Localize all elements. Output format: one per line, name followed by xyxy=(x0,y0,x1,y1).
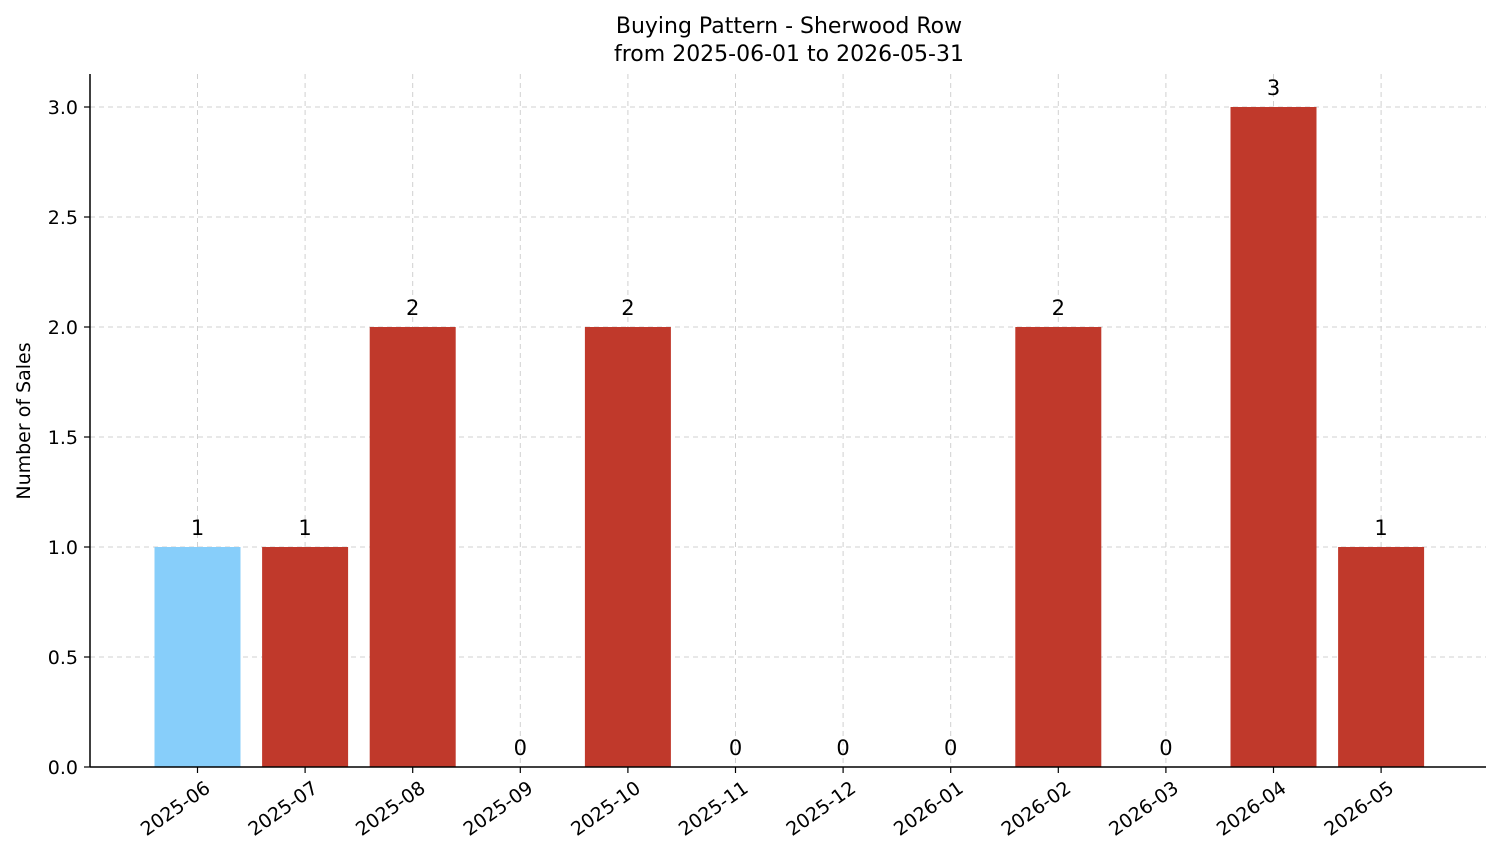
data-label-2026-01: 0 xyxy=(944,736,957,760)
y-tick-label: 1.5 xyxy=(48,427,78,449)
data-labels: 1 1 2 0 2 0 0 0 2 0 3 1 xyxy=(191,76,1388,760)
data-label-2025-10: 2 xyxy=(621,296,634,320)
data-label-2025-06: 1 xyxy=(191,516,204,540)
y-tick-label: 3.0 xyxy=(48,97,78,119)
x-tick-label: 2026-05 xyxy=(1320,777,1398,841)
chart-title: Buying Pattern - Sherwood Row xyxy=(616,14,962,39)
bar-2026-02 xyxy=(1015,327,1102,767)
data-label-2026-02: 2 xyxy=(1052,296,1065,320)
y-tick-label: 2.5 xyxy=(48,207,78,229)
x-tick-label: 2025-11 xyxy=(675,777,753,841)
data-label-2026-05: 1 xyxy=(1374,516,1387,540)
bar-2026-04 xyxy=(1230,107,1317,767)
x-tick-label: 2025-06 xyxy=(137,777,215,841)
y-tick-label: 1.0 xyxy=(48,537,78,559)
y-axis-label: Number of Sales xyxy=(13,342,35,499)
x-tick-label: 2025-12 xyxy=(782,777,860,841)
x-tick-label: 2026-03 xyxy=(1105,777,1183,841)
x-tick-label: 2026-01 xyxy=(890,777,968,841)
data-label-2025-08: 2 xyxy=(406,296,419,320)
bar-2025-08 xyxy=(369,327,456,767)
y-tick-label: 0.0 xyxy=(48,757,78,779)
data-label-2026-04: 3 xyxy=(1267,76,1280,100)
data-label-2025-07: 1 xyxy=(298,516,311,540)
x-tick-label: 2026-02 xyxy=(998,777,1076,841)
data-label-2025-12: 0 xyxy=(836,736,849,760)
chart-subtitle: from 2025-06-01 to 2026-05-31 xyxy=(614,42,964,67)
bars xyxy=(154,107,1425,767)
data-label-2025-09: 0 xyxy=(514,736,527,760)
x-tick-label: 2026-04 xyxy=(1213,777,1291,841)
y-tick-label: 2.0 xyxy=(48,317,78,339)
data-label-2026-03: 0 xyxy=(1159,736,1172,760)
data-label-2025-11: 0 xyxy=(729,736,742,760)
bar-2025-06 xyxy=(154,547,241,767)
bar-2025-10 xyxy=(584,327,671,767)
bar-2025-07 xyxy=(262,547,349,767)
bar-2026-05 xyxy=(1338,547,1425,767)
x-tick-label: 2025-09 xyxy=(460,777,538,841)
y-tick-label: 0.5 xyxy=(48,647,78,669)
x-tick-label: 2025-10 xyxy=(567,777,645,841)
x-tick-label: 2025-07 xyxy=(244,777,322,841)
x-tick-label: 2025-08 xyxy=(352,777,430,841)
